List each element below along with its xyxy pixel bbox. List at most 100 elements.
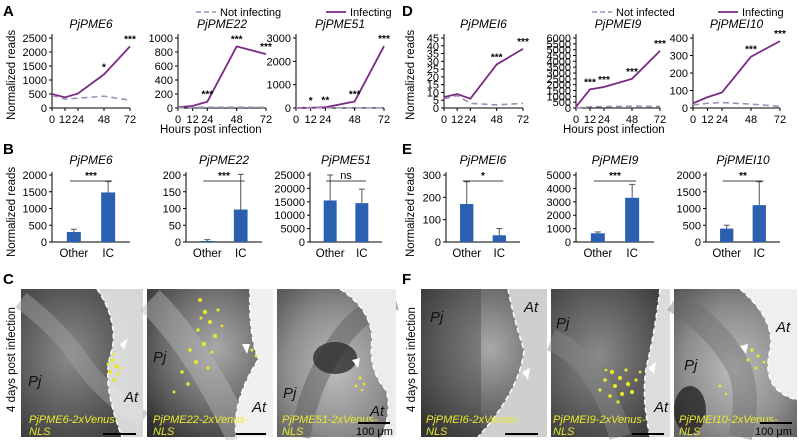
line6-ytick-label: 0: [682, 103, 688, 115]
label-pj-f2: Pj: [556, 315, 570, 332]
line1-ytick-label: 2500: [23, 33, 47, 45]
line4-ytick-label: 45: [427, 33, 439, 45]
bar3-category-label: Other: [316, 248, 345, 260]
bar6-ytick-label: 500: [683, 220, 701, 232]
photo-c1: Pj At PjPME6-2xVenus- NLS: [21, 289, 143, 438]
line3-ytick-label: 2000: [267, 56, 291, 68]
line2-ytick-label: 1000: [149, 33, 173, 45]
caption-c2-line1: PjPME22-2xVenus-: [153, 414, 249, 426]
line4-series-not-infecting: [444, 96, 523, 105]
line5-xtick-label: 0: [573, 114, 579, 126]
line5-significance: ***: [654, 39, 666, 50]
bar3-title: PjPME51: [321, 153, 371, 167]
bar2-category-label: IC: [235, 248, 247, 260]
bar2-ytick-label: 0: [175, 237, 181, 249]
line2-series-infecting: [178, 46, 266, 107]
bar4-ytick-label: 200: [423, 192, 441, 204]
label-at-f2: At: [653, 399, 669, 416]
bar5-bar-other: [591, 233, 605, 242]
label-pj-c3: Pj: [283, 385, 297, 402]
bar1-ytick-label: 500: [29, 220, 47, 232]
photo-c3: Pj At PjPME51-2xVenus- NLS 100 μm: [277, 289, 396, 438]
label-pj-f1: Pj: [430, 309, 444, 326]
bar4-ytick-label: 300: [423, 170, 441, 182]
bar6-ytick-label: 1000: [677, 204, 701, 216]
bar4-significance: *: [481, 171, 485, 182]
line1-ytick-label: 1500: [23, 61, 47, 73]
bar5-ytick-label: 0: [565, 237, 571, 249]
line2-significance: ***: [231, 34, 243, 45]
bar4-bar-other: [460, 204, 473, 242]
bar3-ytick-label: 10000: [274, 210, 305, 222]
caption-c2-line2: NLS: [153, 426, 175, 438]
bar6-ytick-label: 2000: [677, 170, 701, 182]
bar5-ytick-label: 3000: [547, 197, 571, 209]
bar3-significance: ns: [340, 170, 352, 182]
line6-significance: ***: [774, 29, 786, 40]
photo-f3: Pj At PjPMEI10-2xVenus- NLS 100 μm: [674, 289, 797, 438]
bar6-title: PjPMEI10: [716, 153, 770, 167]
line1-significance: ***: [124, 34, 136, 45]
photo-c2: Pj At PjPME22-2xVenus- NLS: [147, 289, 273, 438]
bar2-ytick-label: 150: [163, 187, 181, 199]
bar5-ytick-label: 2000: [547, 210, 571, 222]
caption-c3-line2: NLS: [282, 426, 304, 438]
bar2-bar-other: [200, 241, 214, 242]
bar2-ytick-label: 100: [163, 204, 181, 216]
photo-panel-c: 4 days post infection Pj At PjPME6-2xVen…: [6, 289, 396, 438]
bar5-ytick-label: 4000: [547, 183, 571, 195]
caption-c1-line1: PjPME6-2xVenus-: [29, 414, 119, 426]
bar2-ytick-label: 50: [169, 220, 181, 232]
line6-ytick-label: 200: [670, 68, 688, 80]
bar1-significance: ***: [85, 171, 97, 182]
line4-xtick-label: 72: [517, 114, 529, 126]
label-pj-f3: Pj: [684, 357, 698, 374]
line6-series-not-infecting: [693, 103, 780, 107]
line3-xtick-label: 24: [319, 114, 331, 126]
bar2-significance: ***: [218, 171, 230, 182]
line4-xtick-label: 24: [464, 114, 476, 126]
bar4-category-label: IC: [494, 248, 506, 260]
bar1-category-label: Other: [59, 248, 88, 260]
line6-xtick-label: 12: [701, 114, 713, 126]
line2-ytick-label: 800: [155, 47, 173, 59]
line2-ytick-label: 400: [155, 75, 173, 87]
bar4-bar-ic: [493, 235, 506, 242]
ylabel-a: Normalized reads: [6, 30, 18, 120]
bar2-title: PjPME22: [199, 153, 249, 167]
bar3-bar-ic: [355, 203, 368, 242]
line6-ytick-label: 300: [670, 51, 688, 63]
bar1-bar-ic: [101, 192, 115, 242]
line2-ytick-label: 0: [167, 103, 173, 115]
line3-significance: **: [321, 95, 329, 106]
bar5-significance: ***: [609, 171, 621, 182]
bar6-bar-ic: [753, 205, 766, 242]
bar5-ytick-label: 1000: [547, 224, 571, 236]
caption-c3-line1: PjPME51-2xVenus-: [282, 414, 378, 426]
line1-title: PjPME6: [69, 17, 113, 31]
line1-ytick-label: 0: [41, 103, 47, 115]
bar4-ytick-label: 100: [423, 215, 441, 227]
bar6-bar-other: [720, 229, 733, 242]
bar2-category-label: Other: [193, 248, 222, 260]
line6-xtick-label: 48: [745, 114, 757, 126]
line2-title: PjPME22: [197, 17, 247, 31]
line4-xtick-label: 12: [451, 114, 463, 126]
photo-f1: Pj At PjPMEI6-2xVenus- NLS: [421, 289, 547, 438]
line3-significance: *: [309, 96, 313, 107]
scale-bar-label-f: 100 μm: [755, 426, 792, 438]
bar1-category-label: IC: [102, 248, 114, 260]
label-pj-c1: Pj: [28, 373, 42, 390]
line1-significance: *: [102, 62, 106, 73]
bar1-ytick-label: 0: [41, 237, 47, 249]
panel-label-d: D: [402, 3, 413, 20]
line3-xtick-label: 48: [349, 114, 361, 126]
line2-xtick-label: 12: [187, 114, 199, 126]
line2-xtick-label: 0: [175, 114, 181, 126]
line4-series-infecting: [444, 49, 523, 99]
line2-xtick-label: 48: [231, 114, 243, 126]
bar3-ytick-label: 0: [299, 237, 305, 249]
line5-title: PjPMEI9: [595, 17, 642, 31]
ylabel-b: Normalized reads: [6, 167, 18, 257]
